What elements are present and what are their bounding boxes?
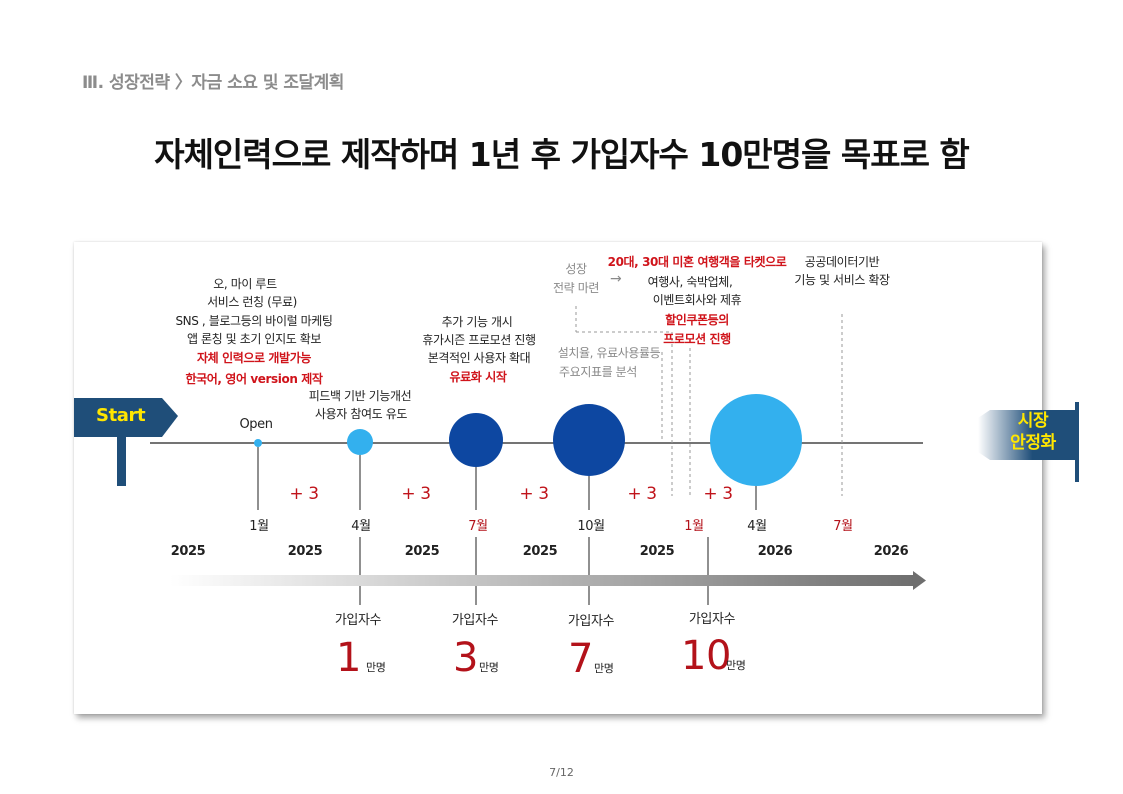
month-ticks — [257, 447, 757, 510]
phase3-red-line: 유료화 시작 — [449, 370, 507, 384]
phase1-line-1: 오, 마이 루트 — [213, 277, 277, 291]
plus-label-5: + 3 — [703, 484, 733, 504]
start-sign-board — [74, 398, 178, 437]
phase4-line-1: 여행사, 숙박업체, — [647, 275, 733, 289]
month-label-6: 4월 — [747, 519, 767, 534]
phase5-line-1: 공공데이터기반 — [804, 255, 880, 269]
page-number: 7/12 — [549, 766, 574, 779]
subscriber-label-1: 가입자수 — [334, 613, 382, 628]
start-label: Start — [96, 405, 146, 426]
phase3-line-3: 본격적인 사용자 확대 — [427, 351, 531, 365]
phase4-red-top: 20대, 30대 미혼 여행객을 타켓으로 — [607, 255, 787, 269]
subscriber-value-3: 7 — [568, 636, 594, 682]
year-label-1: 2025 — [170, 544, 206, 559]
phase2-line-1: 피드백 기반 기능개선 — [308, 389, 412, 403]
page-title: 자체인력으로 제작하며 1년 후 가입자수 10만명을 목표로 함 — [154, 135, 970, 174]
subscriber-unit-1: 만명 — [366, 661, 386, 674]
year-label-6: 2026 — [757, 544, 793, 559]
arrow-right-icon: → — [610, 271, 622, 287]
progress-arrow-head — [913, 571, 926, 590]
plus-label-3: + 3 — [519, 484, 549, 504]
phase3-line-2: 휴가시즌 프로모션 진행 — [422, 333, 536, 347]
phase1-red-line-1: 자체 인력으로 개발가능 — [197, 351, 311, 365]
phase1-line-3: SNS , 블로그등의 바이럴 마케팅 — [175, 314, 333, 328]
subscriber-drop-lines — [359, 537, 709, 605]
month-label-3: 7월 — [468, 519, 488, 534]
subscriber-label-4: 가입자수 — [688, 612, 736, 627]
month-label-2: 4월 — [351, 519, 371, 534]
end-label-line2: 안정화 — [1010, 433, 1056, 453]
milestone-circle-2 — [347, 429, 373, 455]
year-label-5: 2025 — [639, 544, 675, 559]
subscriber-value-2: 3 — [453, 635, 479, 681]
month-label-5: 1월 — [684, 519, 704, 534]
phase1-line-4: 앱 론칭 및 초기 인지도 확보 — [186, 332, 322, 346]
phase4-gray-label-1: 성장 — [565, 262, 587, 276]
year-label-7: 2026 — [873, 544, 909, 559]
phase4-red-line-2: 프로모션 진행 — [663, 332, 731, 346]
subscriber-value-4: 10 — [681, 633, 732, 679]
end-sign-board — [978, 410, 1077, 460]
phase4-gray-line-1: 설치율, 유료사용률등 — [557, 346, 661, 360]
year-label-3: 2025 — [404, 544, 440, 559]
milestone-circle-3 — [449, 413, 503, 467]
roadmap-panel — [74, 242, 1042, 714]
open-label: Open — [239, 417, 273, 432]
subscriber-label-3: 가입자수 — [567, 614, 615, 629]
end-label-line1: 시장 — [1017, 411, 1049, 431]
phase1-line-2: 서비스 런칭 (무료) — [207, 295, 297, 309]
phase3-line-1: 추가 기능 개시 — [441, 315, 513, 329]
month-label-7: 7월 — [833, 519, 853, 534]
subscriber-unit-2: 만명 — [479, 661, 499, 674]
milestone-circle-4 — [553, 404, 625, 476]
phase5-line-2: 기능 및 서비스 확장 — [794, 273, 890, 287]
subscriber-value-1: 1 — [336, 635, 362, 681]
month-label-4: 10월 — [577, 519, 605, 534]
subscriber-label-2: 가입자수 — [451, 613, 499, 628]
subscriber-unit-3: 만명 — [594, 662, 614, 675]
start-sign-post — [117, 436, 126, 486]
phase4-red-line-1: 할인쿠폰등의 — [665, 313, 729, 327]
phase4-line-2: 이벤트회사와 제휴 — [652, 293, 742, 307]
plus-label-1: + 3 — [289, 484, 319, 504]
plus-label-4: + 3 — [627, 484, 657, 504]
phase2-line-2: 사용자 참여도 유도 — [315, 407, 407, 421]
guide-dashes — [575, 306, 843, 496]
phase4-gray-label-2: 전략 마련 — [553, 281, 599, 295]
phase1-red-line-2: 한국어, 영어 version 제작 — [185, 372, 323, 386]
milestone-circle-5 — [710, 394, 802, 486]
breadcrumb: Ⅲ. 성장전략 〉자금 소요 및 조달계획 — [82, 73, 344, 93]
year-label-4: 2025 — [522, 544, 558, 559]
subscriber-unit-4: 만명 — [726, 659, 746, 672]
milestone-circle-1 — [254, 439, 262, 447]
month-label-1: 1월 — [249, 519, 269, 534]
plus-label-2: + 3 — [401, 484, 431, 504]
progress-arrow-body — [170, 575, 915, 586]
year-label-2: 2025 — [287, 544, 323, 559]
phase4-gray-line-2: 주요지표를 분석 — [559, 365, 637, 379]
